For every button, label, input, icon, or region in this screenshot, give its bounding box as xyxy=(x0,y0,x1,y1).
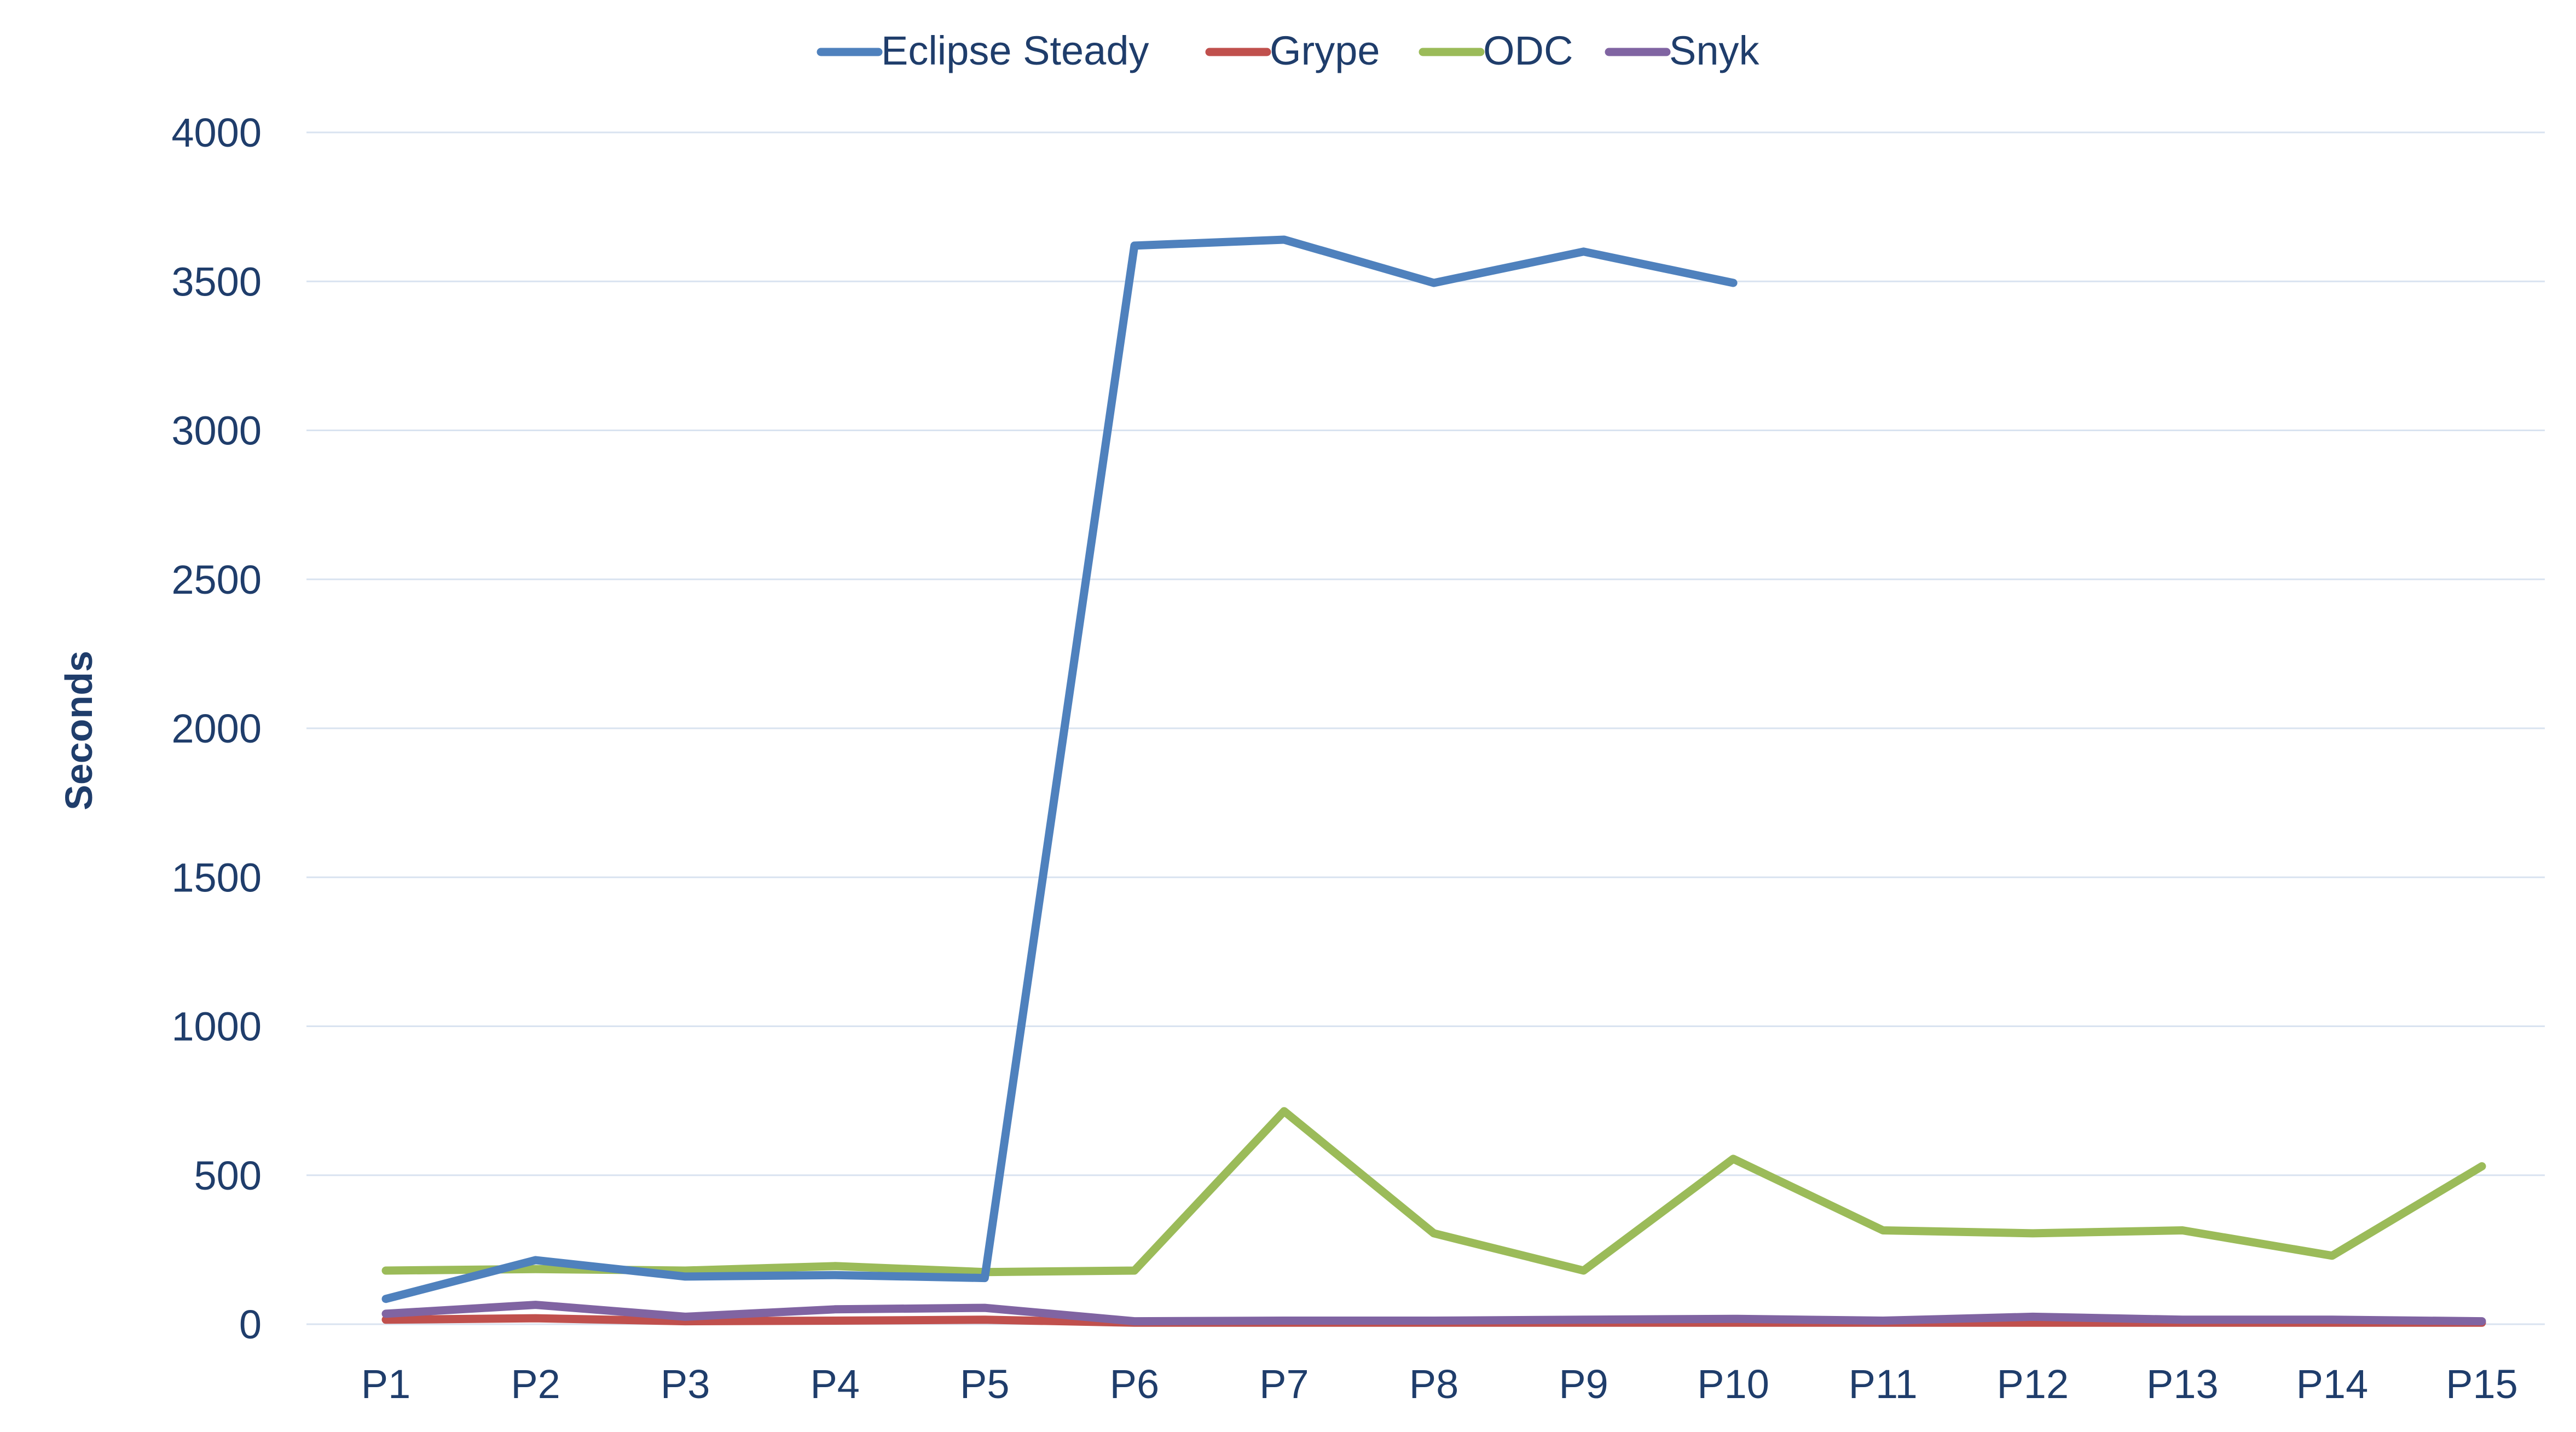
legend-label-snyk: Snyk xyxy=(1669,28,1760,73)
x-tick-label: P10 xyxy=(1697,1361,1769,1407)
y-axis-ticks: 0 500 1000 1500 2000 2500 3000 3500 4000 xyxy=(171,110,262,1347)
y-tick-label: 1000 xyxy=(171,1004,262,1050)
y-tick-label: 500 xyxy=(194,1153,262,1198)
series-line-snyk xyxy=(381,1301,2486,1326)
x-tick-label: P12 xyxy=(1996,1361,2069,1407)
legend-label-eclipse-steady: Eclipse Steady xyxy=(881,28,1149,73)
series-line-eclipse-steady xyxy=(381,235,1738,1303)
series-lines xyxy=(381,235,2486,1327)
y-axis-title: Seconds xyxy=(57,651,100,810)
legend: Eclipse Steady Grype ODC Snyk xyxy=(817,28,1760,73)
x-tick-label: P14 xyxy=(2296,1361,2369,1407)
legend-label-grype: Grype xyxy=(1270,28,1380,73)
gridlines xyxy=(306,131,2545,1325)
x-tick-label: P15 xyxy=(2446,1361,2518,1407)
y-tick-label: 2500 xyxy=(171,557,262,602)
x-axis-ticks: P1 P2 P3 P4 P5 P6 P7 P8 P9 P10 P11 P12 P13 P14 P15 xyxy=(361,1361,2518,1407)
x-tick-label: P4 xyxy=(810,1361,860,1407)
x-tick-label: P5 xyxy=(960,1361,1010,1407)
y-tick-label: 4000 xyxy=(171,110,262,155)
x-tick-label: P11 xyxy=(1849,1361,1918,1407)
y-tick-label: 3500 xyxy=(171,259,262,304)
x-tick-label: P13 xyxy=(2146,1361,2219,1407)
y-tick-label: 3000 xyxy=(171,408,262,454)
x-tick-label: P8 xyxy=(1409,1361,1459,1407)
x-tick-label: P1 xyxy=(361,1361,411,1407)
y-tick-label: 0 xyxy=(239,1302,262,1347)
x-tick-label: P3 xyxy=(661,1361,710,1407)
x-tick-label: P6 xyxy=(1110,1361,1160,1407)
legend-label-odc: ODC xyxy=(1483,28,1573,73)
series-line-odc xyxy=(381,1107,2486,1277)
y-tick-label: 2000 xyxy=(171,706,262,751)
x-tick-label: P9 xyxy=(1559,1361,1608,1407)
x-tick-label: P7 xyxy=(1259,1361,1309,1407)
x-tick-label: P2 xyxy=(511,1361,560,1407)
y-tick-label: 1500 xyxy=(171,855,262,900)
